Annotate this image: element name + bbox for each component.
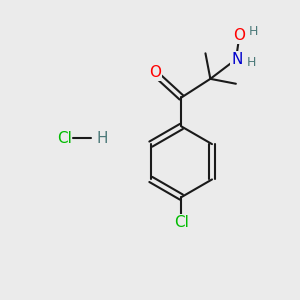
Text: H: H: [247, 56, 256, 69]
Text: O: O: [149, 65, 161, 80]
Text: H: H: [249, 25, 258, 38]
Text: Cl: Cl: [174, 215, 189, 230]
Text: Cl: Cl: [57, 131, 72, 146]
Text: H: H: [96, 131, 107, 146]
Text: N: N: [231, 52, 242, 67]
Text: O: O: [233, 28, 245, 43]
